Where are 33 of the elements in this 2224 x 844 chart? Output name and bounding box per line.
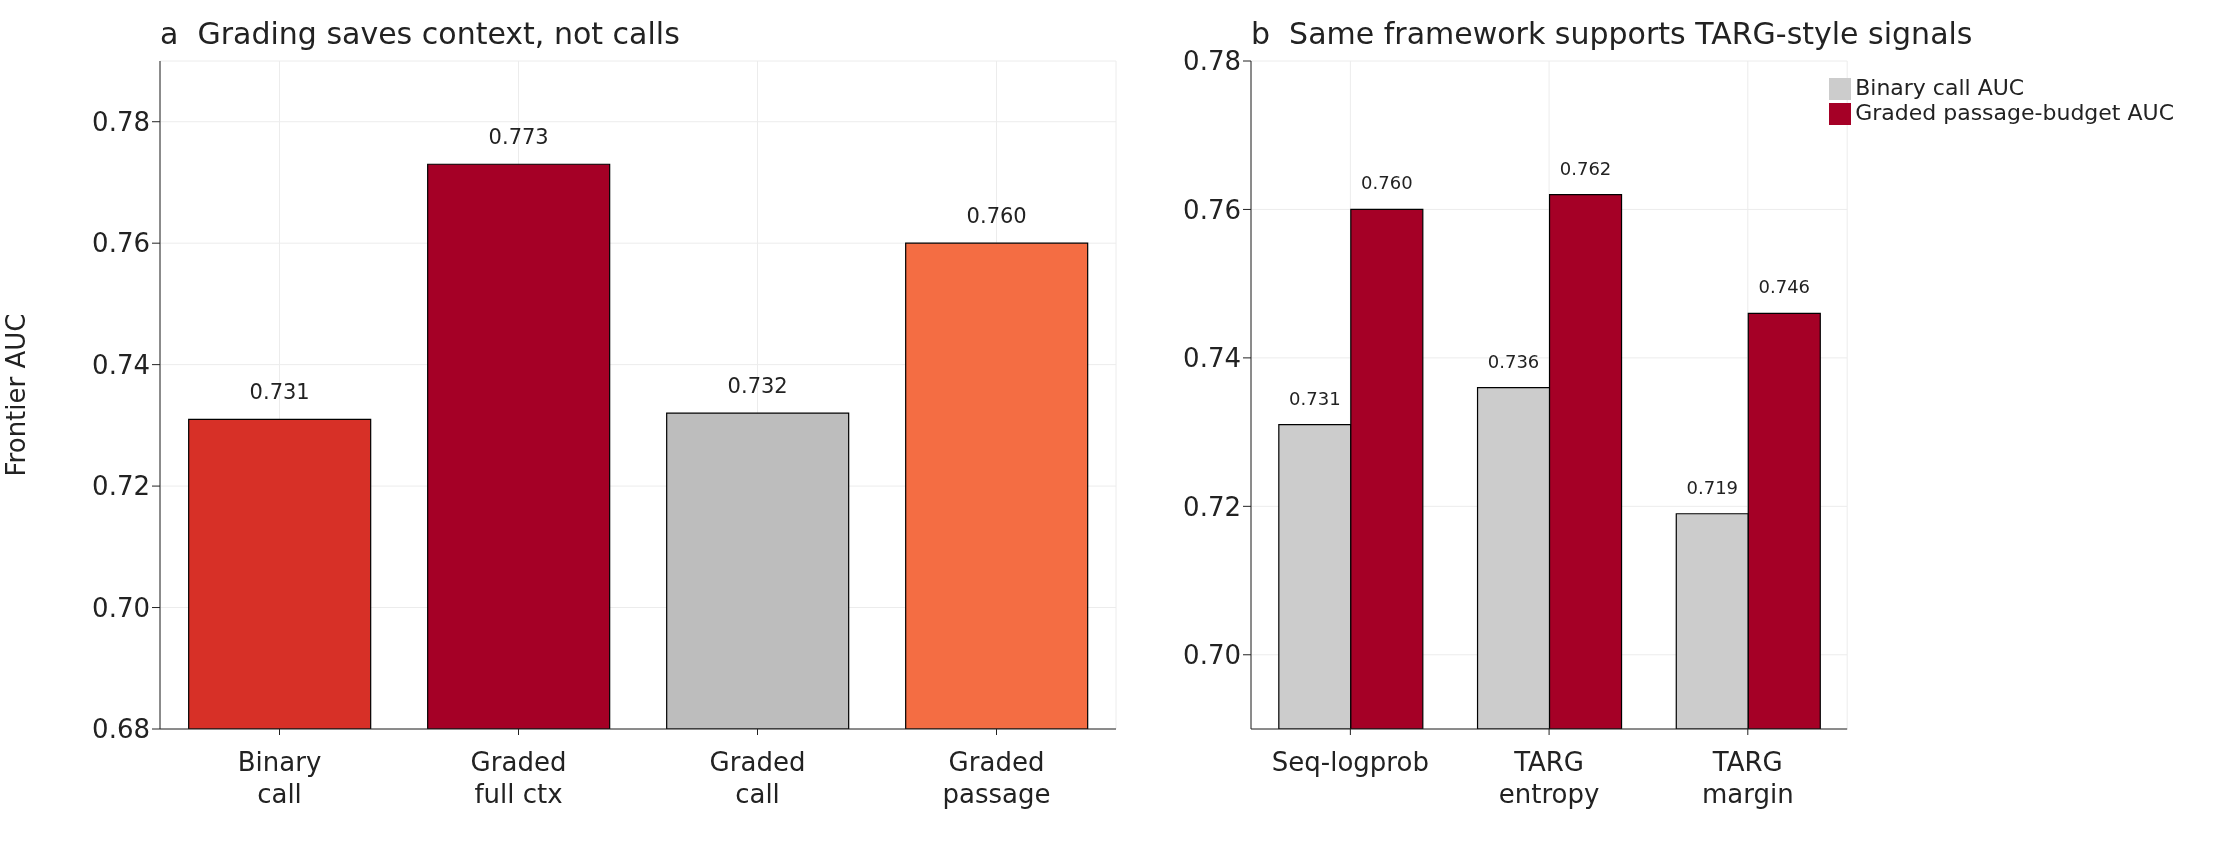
y-tick-label: 0.74: [92, 349, 150, 380]
chart-title: a Grading saves context, not calls: [160, 16, 680, 51]
y-tick-label: 0.74: [1183, 343, 1241, 374]
y-tick-label: 0.76: [92, 228, 150, 259]
y-tick-label: 0.70: [92, 592, 150, 623]
x-tick-label: Graded passage: [942, 747, 1051, 809]
y-tick-label: 0.78: [1183, 46, 1241, 77]
y-axis-title: Frontier AUC: [1, 313, 32, 477]
data-label: 0.760: [1361, 172, 1413, 194]
y-tick-label: 0.78: [92, 106, 150, 137]
x-tick-label: TARG margin: [1701, 747, 1794, 809]
y-tick-label: 0.72: [1183, 491, 1241, 522]
data-label: 0.731: [1289, 387, 1341, 409]
x-tick-label: Graded call: [709, 747, 806, 809]
y-tick-label: 0.68: [92, 714, 150, 745]
legend-label: Graded passage-budget AUC: [1855, 100, 2174, 125]
data-label: 0.773: [488, 125, 549, 150]
legend-label: Binary call AUC: [1855, 75, 2025, 100]
data-label: 0.719: [1686, 476, 1739, 498]
x-tick-label: Binary call: [237, 747, 322, 809]
data-label: 0.762: [1559, 157, 1612, 179]
data-label: 0.731: [249, 380, 310, 405]
y-tick-label: 0.76: [1183, 194, 1241, 225]
x-tick-label: TARG entropy: [1498, 747, 1600, 809]
data-label: 0.760: [966, 204, 1027, 229]
data-label: 0.736: [1487, 350, 1540, 372]
x-tick-label: Graded full ctx: [470, 747, 567, 809]
y-tick-label: 0.72: [92, 471, 150, 502]
y-tick-label: 0.70: [1183, 640, 1241, 671]
data-label: 0.732: [727, 374, 788, 399]
x-tick-label: Seq-logprob: [1271, 747, 1429, 777]
chart-title: b Same framework supports TARG-style signals: [1251, 16, 1973, 51]
data-label: 0.746: [1758, 276, 1811, 298]
